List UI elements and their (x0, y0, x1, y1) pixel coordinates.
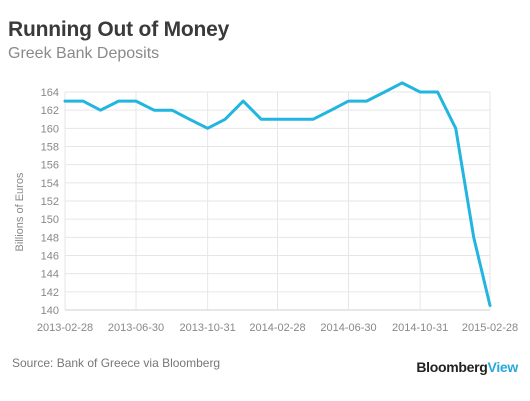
y-tick-label: 146 (41, 251, 59, 263)
y-tick-label: 148 (41, 232, 59, 244)
x-tick-label: 2013-06-30 (108, 322, 164, 334)
chart-title: Running Out of Money (8, 18, 230, 41)
brand-name: Bloomberg (416, 359, 488, 375)
gridlines (64, 91, 491, 311)
y-tick-label: 144 (41, 269, 59, 281)
x-tick-label: 2015-02-28 (462, 322, 518, 334)
y-tick-label: 154 (41, 178, 59, 190)
x-tick-label: 2013-02-28 (37, 322, 93, 334)
series-group (63, 81, 492, 307)
brand-suffix: View (487, 359, 519, 375)
x-tick-label: 2014-06-30 (320, 322, 376, 334)
y-tick-label: 152 (41, 196, 59, 208)
source-note: Source: Bank of Greece via Bloomberg (12, 356, 221, 370)
y-tick-label: 162 (41, 105, 59, 117)
y-tick-label: 140 (41, 305, 59, 317)
y-tick-label: 164 (41, 87, 59, 99)
x-tick-label: 2013-10-31 (179, 322, 235, 334)
x-tick-label: 2014-02-28 (249, 322, 305, 334)
y-tick-label: 160 (41, 123, 59, 135)
x-tick-label: 2014-10-31 (392, 322, 448, 334)
y-axis-ticks: 140 142 144 146 148 150 152 154 156 158 160 162 164 (41, 87, 59, 317)
y-tick-label: 158 (41, 142, 59, 154)
series-line (63, 81, 492, 307)
brand-logo: BloombergView (416, 359, 518, 375)
y-tick-label: 150 (41, 214, 59, 226)
y-tick-label: 142 (41, 287, 59, 299)
x-axis-ticks: 2013-02-28 2013-06-30 2013-10-31 2014-02-28… (37, 322, 518, 334)
y-tick-label: 156 (41, 160, 59, 172)
chart-subtitle: Greek Bank Deposits (8, 45, 160, 62)
y-axis-label: Billions of Euros (14, 172, 26, 251)
